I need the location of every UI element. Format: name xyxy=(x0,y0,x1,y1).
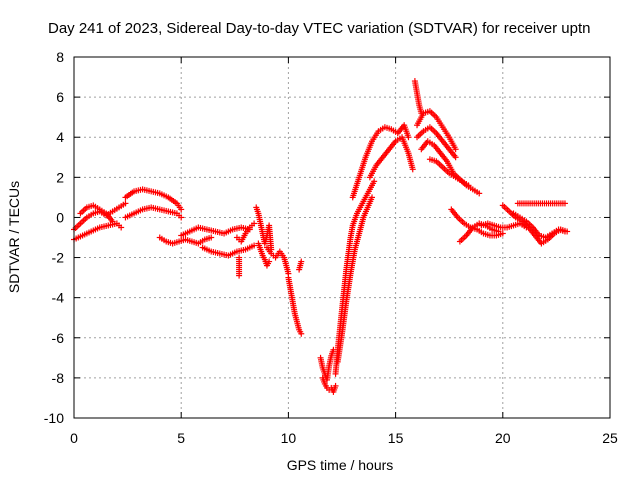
data-point xyxy=(452,154,459,161)
data-point xyxy=(251,242,258,249)
series-s13 xyxy=(263,244,292,277)
y-tick-label: 8 xyxy=(56,49,64,65)
series-s20 xyxy=(349,122,412,201)
series-s14 xyxy=(285,274,305,337)
series-s26 xyxy=(426,156,472,189)
data-point xyxy=(122,200,129,207)
data-point xyxy=(465,182,472,189)
data-point xyxy=(208,234,215,241)
y-tick-label: -6 xyxy=(52,330,65,346)
data-point xyxy=(251,220,258,227)
data-point xyxy=(561,200,568,207)
series-s24 xyxy=(414,124,459,161)
series-s32 xyxy=(514,200,568,207)
data-point xyxy=(405,134,412,141)
series-s17 xyxy=(319,374,339,395)
data-point xyxy=(178,206,185,213)
data-point xyxy=(118,224,125,231)
y-tick-label: 2 xyxy=(56,169,64,185)
y-tick-label: -10 xyxy=(44,410,64,426)
y-tick-label: -2 xyxy=(52,250,65,266)
y-tick-label: 6 xyxy=(56,89,64,105)
series-s15 xyxy=(296,258,305,273)
x-axis-label: GPS time / hours xyxy=(287,457,394,473)
data-point xyxy=(452,146,459,153)
series-s30 xyxy=(499,202,571,247)
x-tick-label: 15 xyxy=(388,430,404,446)
series-s3 xyxy=(77,202,116,225)
data-point xyxy=(298,258,305,265)
series-s11 xyxy=(253,204,275,253)
data-points xyxy=(71,78,571,395)
axis-ticks: 0 5 10 15 20 25 -10 -8 -6 -4 -2 0 2 4 6 8 xyxy=(44,49,618,446)
data-point xyxy=(178,214,185,221)
x-tick-label: 10 xyxy=(281,430,297,446)
data-point xyxy=(409,166,416,173)
y-tick-label: -8 xyxy=(52,370,65,386)
series-s31 xyxy=(510,210,568,241)
data-point xyxy=(476,190,483,197)
data-point xyxy=(561,228,568,235)
grid xyxy=(74,57,610,418)
y-tick-label: -4 xyxy=(52,290,65,306)
y-tick-label: 0 xyxy=(56,209,64,225)
data-point xyxy=(266,258,273,265)
series-s12 xyxy=(255,240,273,269)
y-tick-label: 4 xyxy=(56,129,64,145)
data-point xyxy=(499,230,506,237)
series-s21 xyxy=(366,134,416,181)
x-tick-label: 25 xyxy=(602,430,618,446)
x-tick-label: 20 xyxy=(495,430,511,446)
data-point xyxy=(109,218,116,225)
x-tick-label: 0 xyxy=(70,430,78,446)
data-point xyxy=(371,178,378,185)
series-s9 xyxy=(233,220,258,245)
series-s8 xyxy=(199,242,258,259)
plot-frame xyxy=(73,56,611,419)
data-point xyxy=(369,194,376,201)
series-s16 xyxy=(317,346,337,383)
series-s4 xyxy=(122,186,185,213)
chart-title: Day 241 of 2023, Sidereal Day-to-day VTE… xyxy=(48,20,590,37)
series-s29 xyxy=(478,220,530,231)
data-point xyxy=(298,330,305,337)
series-s22 xyxy=(411,78,425,117)
series-s6 xyxy=(156,234,215,247)
y-axis-label: SDTVAR / TECUs xyxy=(6,181,22,293)
series-s23 xyxy=(414,108,459,153)
data-point xyxy=(236,272,243,279)
series-s25 xyxy=(418,138,483,197)
series-s5 xyxy=(122,204,185,221)
data-point xyxy=(332,382,339,389)
series-s7 xyxy=(178,224,253,239)
series-s19 xyxy=(334,194,376,365)
series-s10 xyxy=(236,254,243,279)
x-tick-label: 5 xyxy=(177,430,185,446)
series-s2 xyxy=(71,220,125,243)
